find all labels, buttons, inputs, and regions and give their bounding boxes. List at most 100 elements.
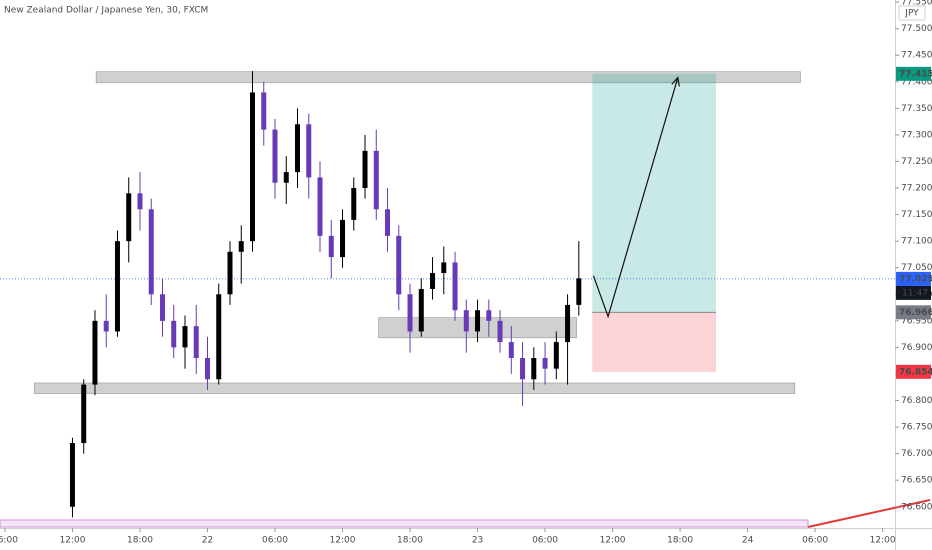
x-tick-label: 12:00 — [330, 536, 356, 546]
countdown-tag — [896, 285, 931, 300]
x-tick-label: 06:00 — [262, 536, 288, 546]
currency-box — [898, 5, 926, 21]
price-tag — [896, 305, 931, 320]
x-tick-label: 06:00 — [532, 536, 558, 546]
y-tick-label: 77.100 — [901, 237, 932, 247]
candle-body — [126, 193, 132, 242]
y-tick-label: 77.450 — [901, 51, 932, 61]
y-tick-label: 77.500 — [901, 24, 932, 34]
chart-title: New Zealand Dollar / Japanese Yen, 30, F… — [4, 6, 208, 16]
y-tick-label: 77.200 — [901, 184, 932, 194]
y-tick-label: 76.650 — [901, 476, 932, 486]
candle-body — [441, 262, 447, 274]
profit-zone — [592, 73, 717, 313]
candle-body — [137, 193, 143, 210]
arrow-head — [671, 76, 680, 87]
candle-body — [171, 320, 177, 348]
candle-body — [148, 209, 154, 295]
y-tick-label: 76.700 — [901, 449, 932, 459]
candle-body — [520, 358, 526, 380]
x-tick-label: 18:00 — [667, 536, 693, 546]
y-tick-label: 77.250 — [901, 157, 932, 167]
price-tag — [896, 271, 931, 286]
price-tag-label: 77.029 — [899, 274, 932, 284]
currency: JPY — [904, 9, 919, 19]
candle-body — [92, 320, 98, 385]
candle-body — [553, 342, 559, 369]
loss-zone — [592, 312, 717, 372]
candle-body — [261, 92, 267, 130]
candle-body — [295, 124, 301, 173]
price-tag-label: 76.966 — [899, 308, 932, 318]
price-tag — [896, 66, 931, 81]
candle-body — [69, 443, 75, 507]
x-tick-label: 18:00 — [397, 536, 423, 546]
y-tick-label: 77.550 — [901, 0, 932, 8]
candle-body — [407, 294, 413, 332]
candle-body — [486, 310, 492, 321]
candle-body — [340, 219, 346, 258]
candle-body — [475, 310, 481, 332]
candle-body — [114, 241, 120, 332]
y-tick-label: 77.300 — [901, 130, 932, 140]
candle-body — [81, 384, 87, 444]
x-tick-label: 22 — [202, 536, 213, 546]
y-tick-label: 76.950 — [901, 316, 932, 326]
candle-body — [103, 320, 109, 332]
y-tick-label: 76.900 — [901, 343, 932, 353]
candle-body — [216, 294, 222, 380]
x-tick-label: 23 — [472, 536, 483, 546]
price-tag-label: 76.854 — [899, 367, 932, 377]
candle-body — [385, 209, 391, 236]
projection-arrow — [592, 77, 679, 319]
candle-body — [452, 262, 458, 311]
candle-body — [362, 150, 368, 189]
candle-body — [317, 177, 323, 236]
candle-body — [542, 358, 548, 369]
candle-body — [418, 288, 424, 332]
candle-body — [328, 235, 334, 258]
candle-body — [430, 273, 436, 289]
x-tick-label: 12:00 — [600, 536, 626, 546]
y-tick-label: 77.050 — [901, 263, 932, 273]
candle-body — [463, 310, 469, 332]
y-tick-label: 76.800 — [901, 396, 932, 406]
candle-body — [351, 188, 357, 220]
x-tick-label: 12:00 — [59, 536, 85, 546]
y-tick-label: 77.150 — [901, 210, 932, 220]
price-tag-label: 77.415 — [899, 69, 932, 79]
y-tick-label: 77.350 — [901, 104, 932, 114]
candle-body — [396, 235, 402, 295]
y-tick-label: 76.750 — [901, 423, 932, 433]
candle-body — [182, 326, 188, 348]
candle-body — [306, 124, 312, 178]
candle-body — [249, 92, 255, 242]
support-resistance-zone — [95, 71, 801, 84]
candle-body — [497, 320, 503, 343]
candle-body — [531, 358, 537, 380]
candle-body — [204, 358, 210, 380]
y-tick-label: 76.600 — [901, 502, 932, 512]
indicator-band — [0, 519, 809, 528]
countdown-label: 11:47 — [902, 288, 928, 298]
x-tick-label: 24 — [742, 536, 754, 546]
candle-body — [283, 172, 289, 183]
trend-line — [807, 499, 931, 528]
support-resistance-zone — [33, 382, 796, 394]
candle-body — [565, 304, 571, 343]
candle-body — [576, 278, 582, 305]
candle-body — [508, 342, 514, 359]
candle-body — [159, 294, 165, 321]
candle-body — [227, 251, 233, 295]
candle-body — [238, 241, 244, 252]
candle-body — [272, 129, 278, 183]
x-tick-label: 06:00 — [0, 536, 18, 546]
x-tick-label: 18:00 — [127, 536, 153, 546]
price-tag — [896, 364, 931, 379]
candle-body — [193, 326, 199, 359]
x-tick-label: 06:00 — [802, 536, 828, 546]
y-tick-label: 77.400 — [901, 77, 932, 87]
candle-body — [373, 150, 379, 210]
